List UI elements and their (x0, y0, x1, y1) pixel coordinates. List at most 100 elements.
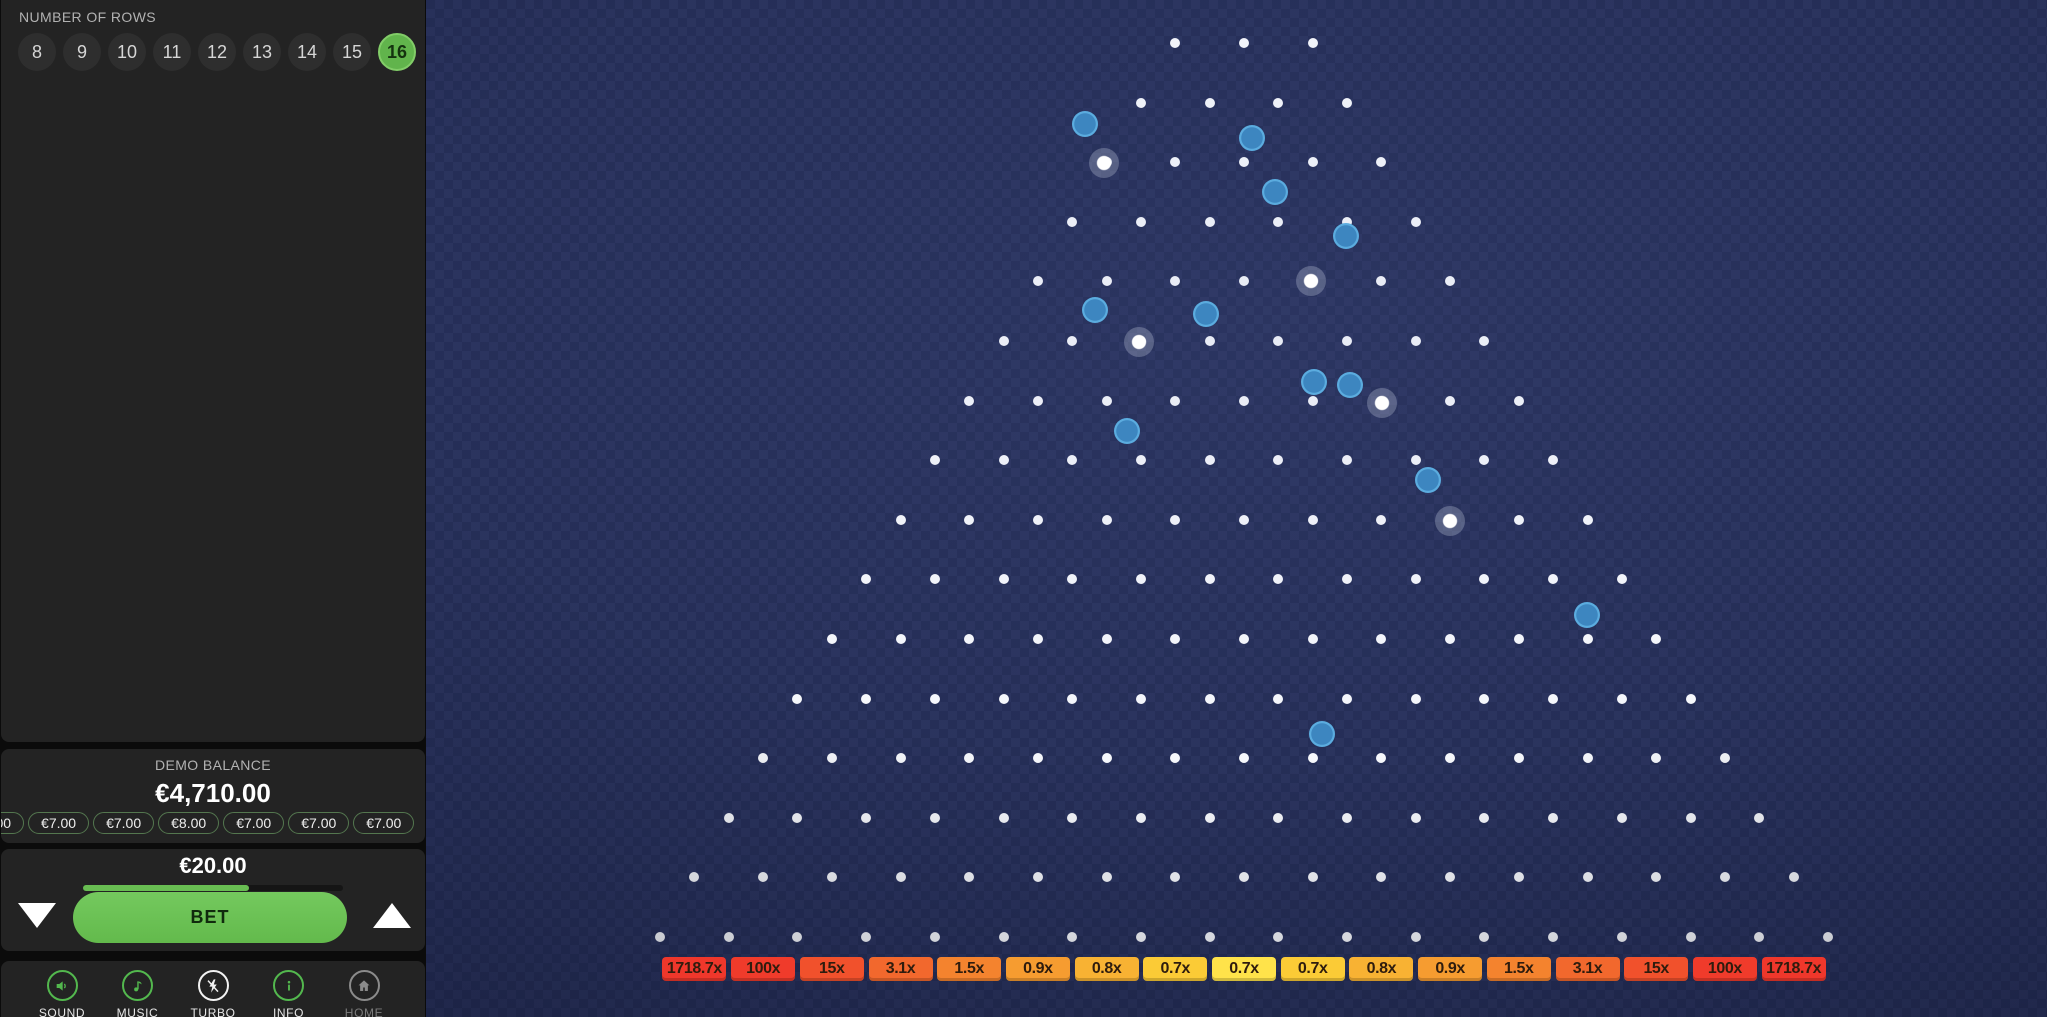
peg (895, 753, 906, 764)
peg (1170, 157, 1181, 168)
rows-option-16[interactable]: 16 (378, 33, 416, 71)
bet-controls: BET (1, 889, 425, 943)
bet-history: €7.00€7.00€7.00€8.00€7.00€7.00€7.00 (1, 812, 425, 834)
peg (1273, 97, 1284, 108)
nav-info-button[interactable]: INFO (254, 970, 324, 1017)
peg (1204, 97, 1215, 108)
speaker-icon (46, 970, 78, 1001)
rows-option-9[interactable]: 9 (63, 33, 101, 71)
peg (1376, 634, 1387, 644)
nav-label: HOME (344, 1006, 384, 1017)
peg (1479, 932, 1490, 942)
nav-music-button[interactable]: MUSIC (103, 970, 173, 1017)
multiplier-slot: 0.8x (1349, 957, 1414, 981)
peg (1032, 872, 1043, 883)
peg (1101, 395, 1112, 406)
peg (1342, 455, 1353, 466)
peg (1032, 514, 1043, 525)
ball-trail (1367, 388, 1397, 418)
peg (861, 574, 872, 585)
multiplier-slot: 100x (1692, 957, 1757, 981)
peg (1273, 932, 1284, 942)
bet-slider[interactable] (83, 885, 343, 892)
peg (998, 932, 1009, 942)
multiplier-slot: 1.5x (937, 957, 1002, 981)
peg (1788, 872, 1799, 883)
rows-option-8[interactable]: 8 (18, 33, 56, 71)
multiplier-slot: 0.9x (1005, 957, 1070, 981)
peg (1170, 276, 1181, 287)
peg (1513, 753, 1524, 764)
peg (1685, 932, 1696, 942)
peg (1135, 97, 1146, 108)
home-icon (348, 970, 380, 1001)
peg (1410, 812, 1421, 823)
multiplier-slot: 15x (799, 957, 864, 981)
peg (792, 932, 803, 942)
nav-sound-button[interactable]: SOUND (27, 970, 97, 1017)
peg (1651, 872, 1662, 883)
peg (1032, 395, 1043, 406)
ball (1193, 301, 1219, 327)
peg (1101, 276, 1112, 287)
nav-label: SOUND (38, 1006, 86, 1017)
peg (1067, 693, 1078, 704)
peg (1342, 97, 1353, 108)
peg (1719, 753, 1730, 764)
peg (1582, 634, 1593, 644)
peg (723, 932, 734, 942)
ball (1072, 111, 1098, 137)
peg (1445, 395, 1456, 406)
bet-amount: €20.00 (179, 853, 247, 878)
rows-panel: NUMBER OF ROWS 8 9 10 11 12 13 14 15 16 (1, 0, 425, 742)
multiplier-slot: 0.7x (1212, 957, 1276, 981)
peg (1548, 932, 1559, 942)
nav-turbo-button[interactable]: TURBO (178, 970, 248, 1017)
rows-label: NUMBER OF ROWS (19, 9, 157, 25)
peg (998, 574, 1009, 585)
decrease-bet-button[interactable] (18, 903, 56, 928)
peg (826, 872, 837, 883)
rows-option-10[interactable]: 10 (108, 33, 146, 71)
rows-option-15[interactable]: 15 (333, 33, 371, 71)
peg (1822, 932, 1833, 942)
peg (1307, 157, 1318, 168)
peg (1342, 693, 1353, 704)
peg (1101, 634, 1112, 644)
peg (1170, 753, 1181, 764)
peg (1101, 514, 1112, 525)
peg (1513, 514, 1524, 525)
rows-option-11[interactable]: 11 (153, 33, 191, 71)
ball (1337, 372, 1363, 398)
peg (1032, 634, 1043, 644)
peg (1376, 157, 1387, 168)
ball (1333, 223, 1359, 249)
ball-trail (1089, 148, 1119, 178)
nav-home-button[interactable]: HOME (329, 970, 399, 1017)
peg (1273, 574, 1284, 585)
peg (1376, 872, 1387, 883)
ball (1415, 467, 1441, 493)
peg (1754, 812, 1765, 823)
peg (1582, 514, 1593, 525)
rows-option-14[interactable]: 14 (288, 33, 326, 71)
multiplier-slot: 1718.7x (1761, 957, 1826, 981)
peg (1239, 157, 1249, 168)
peg (1239, 395, 1249, 406)
bet-history-chip: €7.00 (353, 812, 415, 834)
bet-button[interactable]: BET (73, 892, 347, 943)
peg (929, 812, 940, 823)
ball (1301, 369, 1327, 395)
increase-bet-button[interactable] (373, 903, 411, 928)
peg (1170, 395, 1181, 406)
rows-option-12[interactable]: 12 (198, 33, 236, 71)
bet-history-chip: €7.00 (28, 812, 90, 834)
peg (1307, 872, 1318, 883)
nav-panel: SOUND MUSIC TURBO INFO HOME (1, 961, 425, 1017)
peg (998, 812, 1009, 823)
peg (1239, 514, 1249, 525)
peg (1101, 872, 1112, 883)
peg (826, 634, 837, 644)
rows-option-13[interactable]: 13 (243, 33, 281, 71)
peg (1376, 276, 1387, 287)
